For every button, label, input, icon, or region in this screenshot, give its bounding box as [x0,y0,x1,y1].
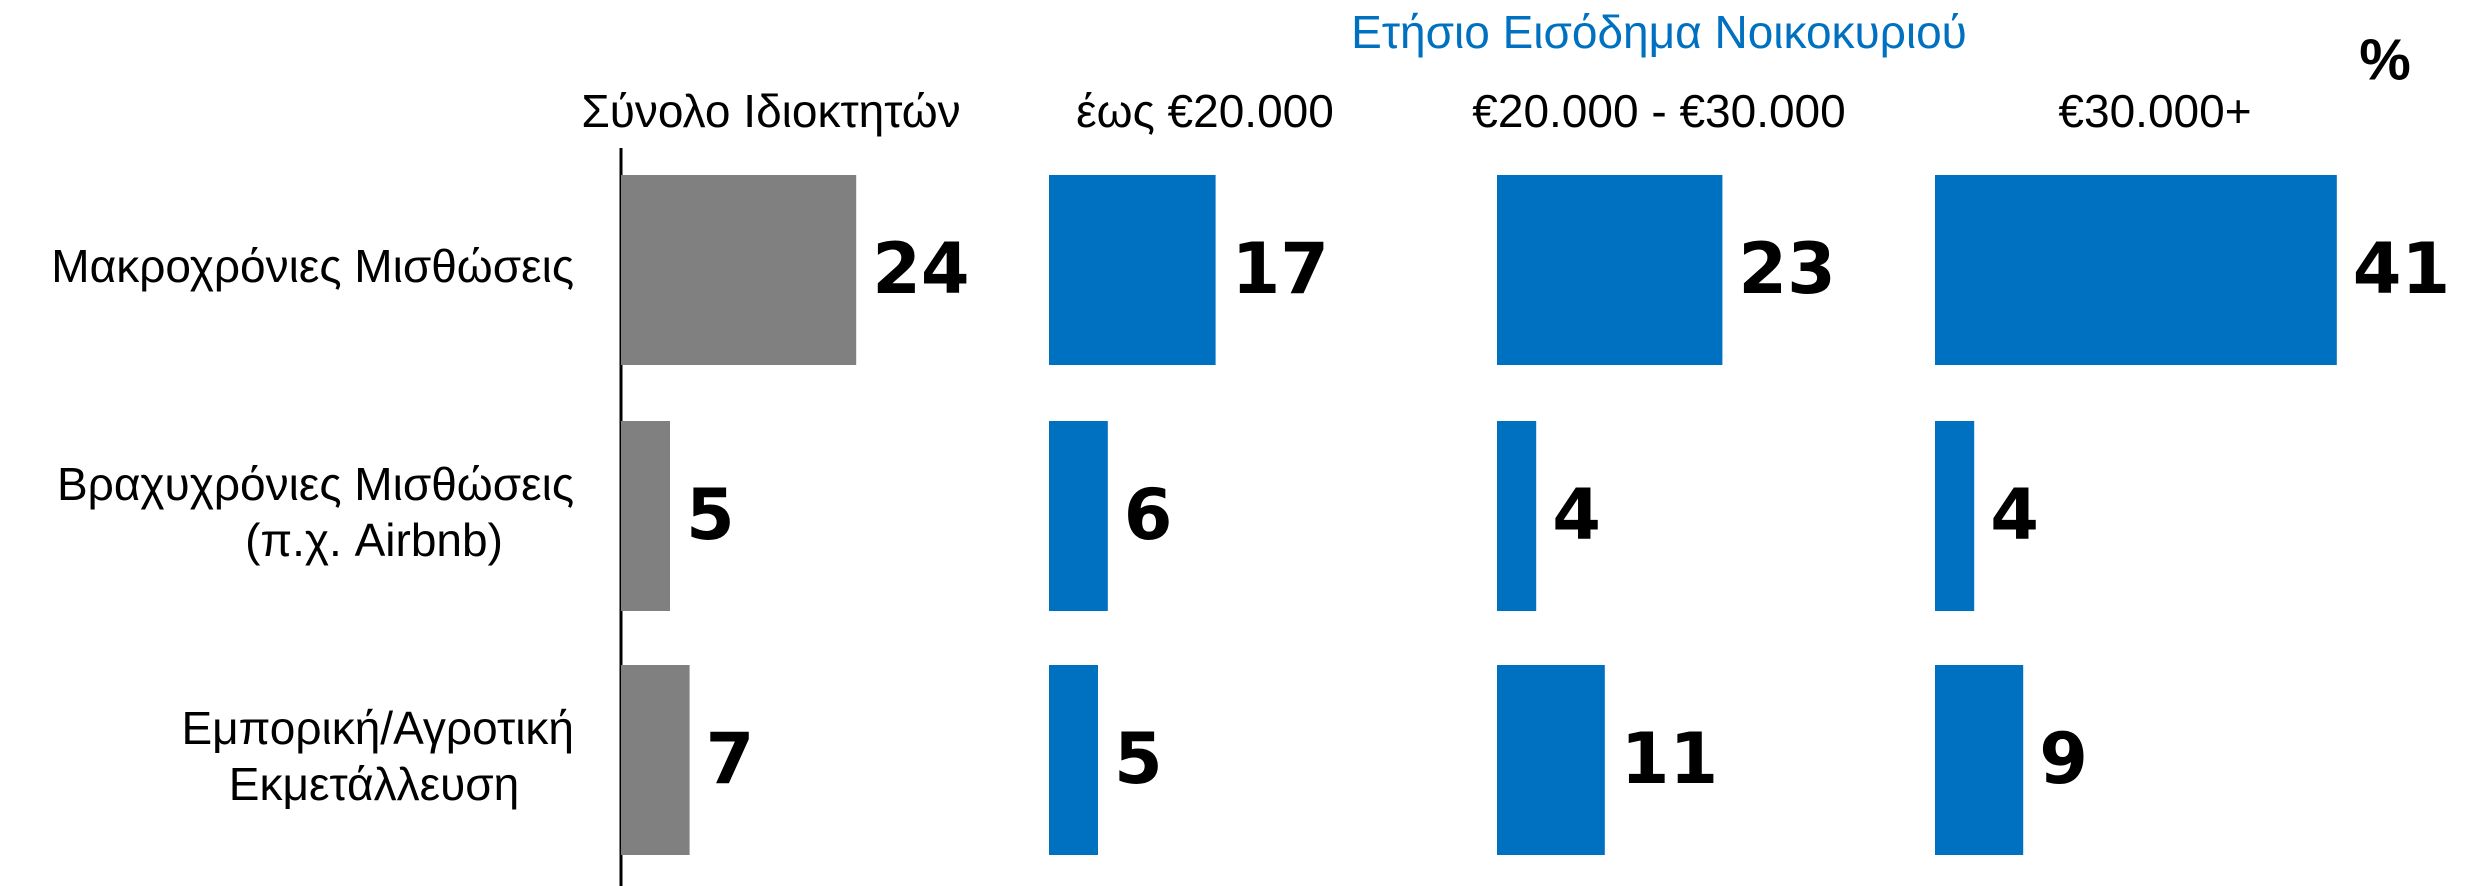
bar [1049,175,1216,365]
bar [1497,665,1605,855]
category-label: Μακροχρόνιες Μισθώσεις [51,240,574,292]
unit-label: % [2359,27,2411,92]
value-label: 6 [1124,474,1173,556]
value-label: 41 [2353,228,2450,310]
value-label: 9 [2039,718,2088,800]
value-label: 17 [1232,228,1329,310]
panel-title: €30.000+ [2058,85,2251,137]
value-label: 23 [1738,228,1835,310]
value-label: 4 [1552,474,1601,556]
value-label: 11 [1621,718,1718,800]
bar [1049,421,1108,611]
bar [1935,665,2024,855]
bar [621,665,690,855]
category-label: Εμπορική/Αγροτική Εκμετάλλευση [181,702,574,810]
bar [1497,175,1723,365]
bar [1935,175,2337,365]
category-label: Βραχυχρόνιες Μισθώσεις (π.χ. Airbnb) [57,458,574,566]
bar [1497,421,1537,611]
bar [1935,421,1975,611]
panel-title: Σύνολο Ιδιοκτητών [581,85,960,137]
value-label: 5 [1114,718,1163,800]
group-title: Ετήσιο Εισόδημα Νοικοκυριού [1351,6,1967,58]
value-label: 4 [1990,474,2039,556]
bar [621,421,670,611]
bar [621,175,857,365]
bar [1049,665,1098,855]
value-label: 24 [872,228,969,310]
panel-title: έως €20.000 [1076,85,1334,137]
panel-title: €20.000 - €30.000 [1472,85,1845,137]
value-label: 7 [706,718,755,800]
value-label: 5 [686,474,735,556]
